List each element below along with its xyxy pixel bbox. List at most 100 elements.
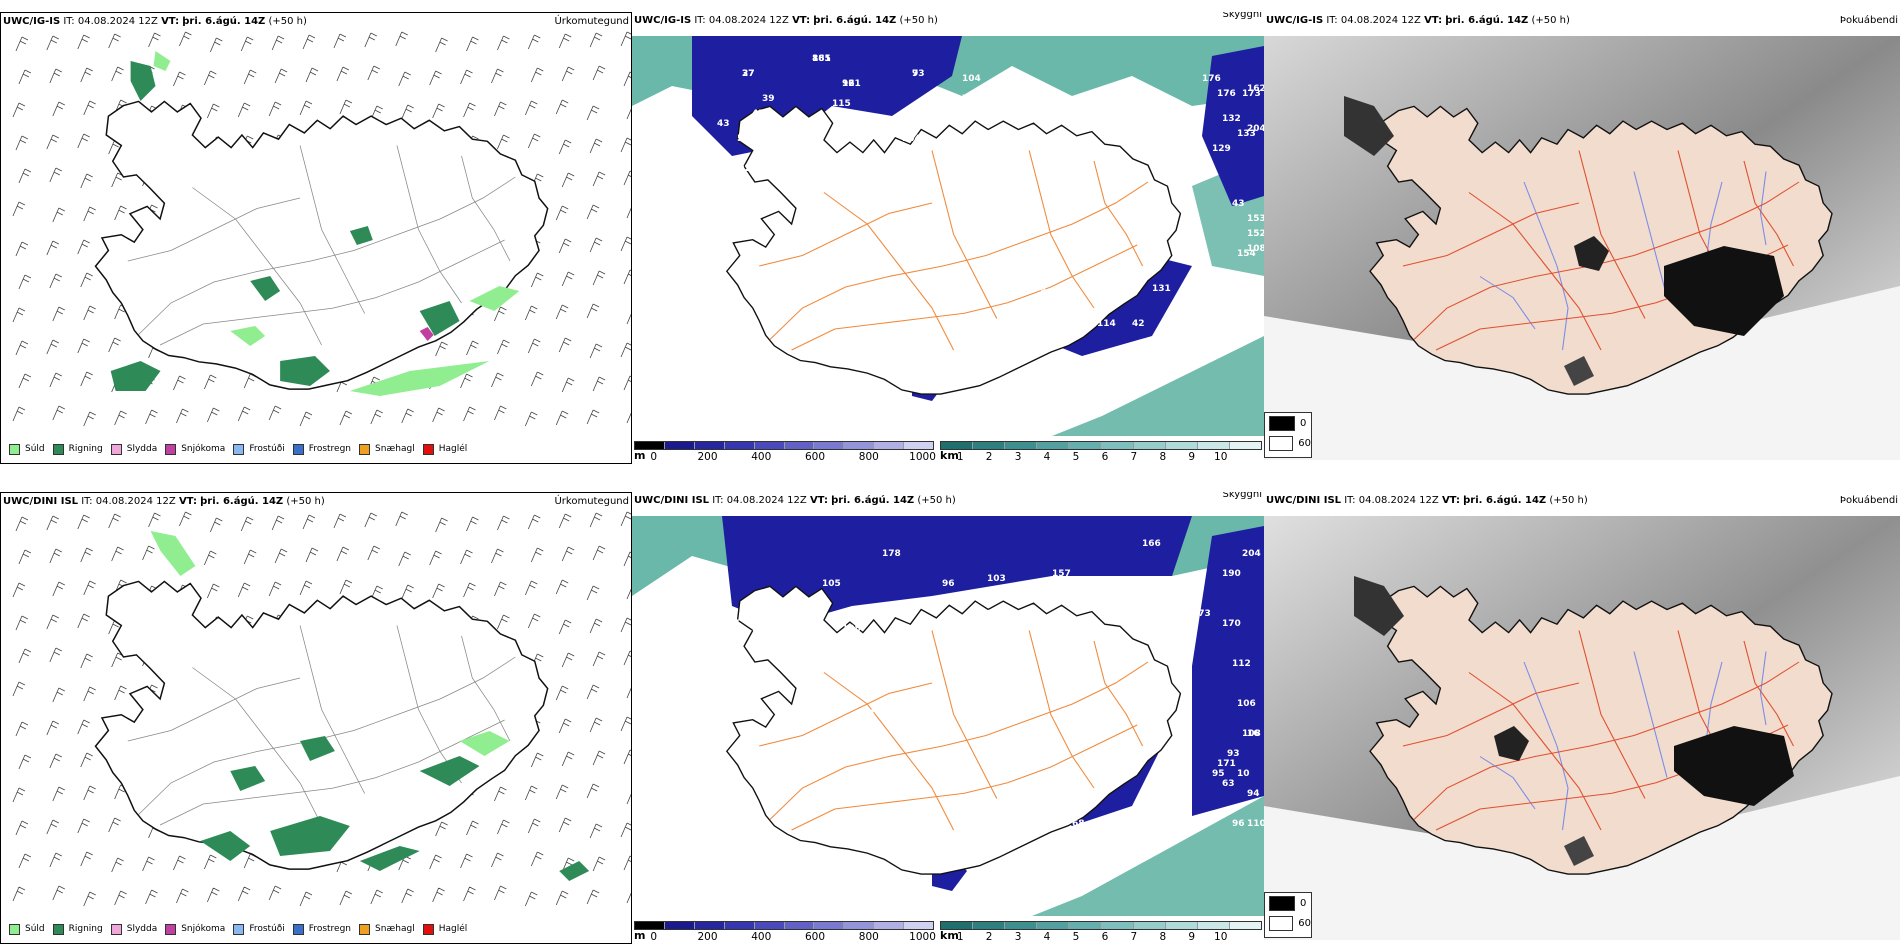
wind-barb — [80, 173, 93, 189]
cloud-base-label: 75 — [962, 94, 975, 104]
wind-barb — [592, 750, 606, 766]
wind-barb — [111, 66, 124, 82]
wind-barb — [83, 411, 96, 427]
wind-barb — [497, 515, 510, 531]
wind-barb — [299, 100, 313, 116]
cloud-base-map: 165 37 121 93 104 176 176 173 162 39 115 75 45 110 105… — [632, 36, 1264, 436]
wind-barb — [401, 408, 414, 424]
wind-barb — [592, 856, 606, 872]
cloud-base-label: 36 — [1242, 304, 1255, 314]
wind-barb — [558, 718, 572, 734]
wind-barb — [497, 614, 510, 630]
colorbar-tick: 9 — [1188, 931, 1196, 943]
cloud-base-label: 114 — [1097, 319, 1116, 329]
cloud-base-label: 110 — [872, 119, 891, 129]
cloud-base-colorbar: m 0 200 400 600 800 1000 — [634, 920, 936, 943]
wind-barb — [527, 34, 541, 50]
cloud-base-label: 176 — [1202, 74, 1221, 84]
init-time: 04.08.2024 12Z — [1340, 15, 1421, 26]
wind-barb — [18, 274, 32, 290]
legend-item: Haglél — [422, 918, 467, 940]
wind-barb — [148, 512, 161, 528]
wind-barb — [203, 854, 217, 870]
fog-legend-label: 60 — [1298, 437, 1311, 449]
legend-swatch — [233, 443, 245, 455]
precip-type-panel-row2: UWC/DINI ISL IT: 04.08.2024 12Z VT: þri.… — [0, 492, 632, 944]
fog-indicator-panel-row1: UWC/IG-IS IT: 04.08.2024 12Z VT: þri. 6.… — [1264, 12, 1900, 464]
wind-barb — [558, 139, 572, 155]
wind-barb — [77, 338, 90, 354]
wind-barb — [524, 305, 538, 321]
valid-time-label: VT: — [1441, 495, 1460, 506]
wind-barb — [527, 514, 541, 530]
wind-barb — [530, 752, 544, 768]
wind-barb — [626, 793, 631, 805]
colorbar-cell — [973, 442, 1006, 449]
colorbar-cell — [1133, 922, 1166, 929]
wind-barb — [333, 513, 347, 529]
wind-barb — [274, 548, 288, 564]
wind-barb — [561, 377, 575, 393]
wind-barb — [586, 889, 600, 905]
colorbar-cell — [754, 442, 785, 449]
wind-barb — [494, 101, 507, 117]
colorbar-tick: 800 — [858, 931, 879, 943]
colorbar-cell — [1197, 442, 1230, 449]
colorbar-tick: 5 — [1072, 451, 1080, 463]
wind-barb — [497, 35, 510, 51]
wind-barb — [491, 68, 504, 84]
wind-barb — [491, 372, 504, 388]
wind-barb — [49, 548, 62, 564]
cloud-base-label: 94 — [1247, 789, 1260, 799]
wind-barb — [463, 582, 476, 598]
wind-barb — [108, 817, 121, 833]
wind-barb — [18, 168, 32, 184]
wind-barb — [339, 99, 353, 115]
legend-label: Frostregn — [308, 444, 352, 454]
wind-barb — [80, 547, 93, 563]
legend-swatch — [9, 443, 20, 455]
wind-barb — [12, 201, 26, 217]
wind-barb — [460, 69, 473, 85]
wind-barb — [339, 579, 353, 595]
colorbar-cell — [1037, 442, 1070, 449]
wind-barb — [620, 617, 631, 633]
wind-barb — [370, 409, 383, 425]
cloud-base-label: 153 — [1247, 214, 1264, 224]
wind-barb — [12, 307, 26, 323]
cloud-base-label: 98 — [987, 609, 1000, 619]
colorbar-cell — [1101, 442, 1134, 449]
cloud-base-label: 45 — [752, 109, 765, 119]
cloud-base-label: 43 — [717, 119, 730, 129]
legend-swatch — [165, 923, 177, 935]
wind-barb — [46, 339, 59, 355]
cloud-base-label: 131 — [1152, 284, 1171, 294]
wind-barb — [49, 647, 62, 663]
wind-barb — [398, 71, 411, 87]
colorbar-cell — [874, 922, 905, 929]
colorbar-tick: 800 — [858, 451, 879, 463]
wind-barb — [466, 516, 479, 532]
cloud-base-label: 204 — [1247, 124, 1264, 134]
colorbar-cell — [635, 442, 665, 449]
cloud-base-label: 132 — [1222, 114, 1241, 124]
cloud-base-label: 27 — [1082, 859, 1095, 869]
wind-barb — [527, 818, 541, 834]
cloud-base-label: 171 — [1217, 759, 1236, 769]
wind-barb — [555, 685, 569, 701]
cloud-base-label: 112 — [1232, 659, 1251, 669]
cloud-base-label: 35 — [1117, 844, 1130, 854]
legend-item: Rigning — [52, 438, 103, 460]
legend-label: Haglél — [438, 444, 468, 454]
wind-barb — [466, 340, 479, 356]
wind-barb — [524, 891, 538, 907]
legend-label: Súld — [25, 924, 45, 934]
cloud-base-label: 204 — [1242, 549, 1261, 559]
panel-header: UWC/DINI ISL IT: 04.08.2024 12Z VT: þri.… — [632, 492, 1264, 510]
wind-barb — [561, 271, 575, 287]
cloud-base-label: 157 — [1052, 569, 1071, 579]
cloud-base-label: 162 — [1247, 84, 1264, 94]
legend-item: Frostúði — [233, 918, 285, 940]
legend-swatch — [359, 923, 371, 935]
cloud-base-label: 154 — [1237, 249, 1256, 259]
